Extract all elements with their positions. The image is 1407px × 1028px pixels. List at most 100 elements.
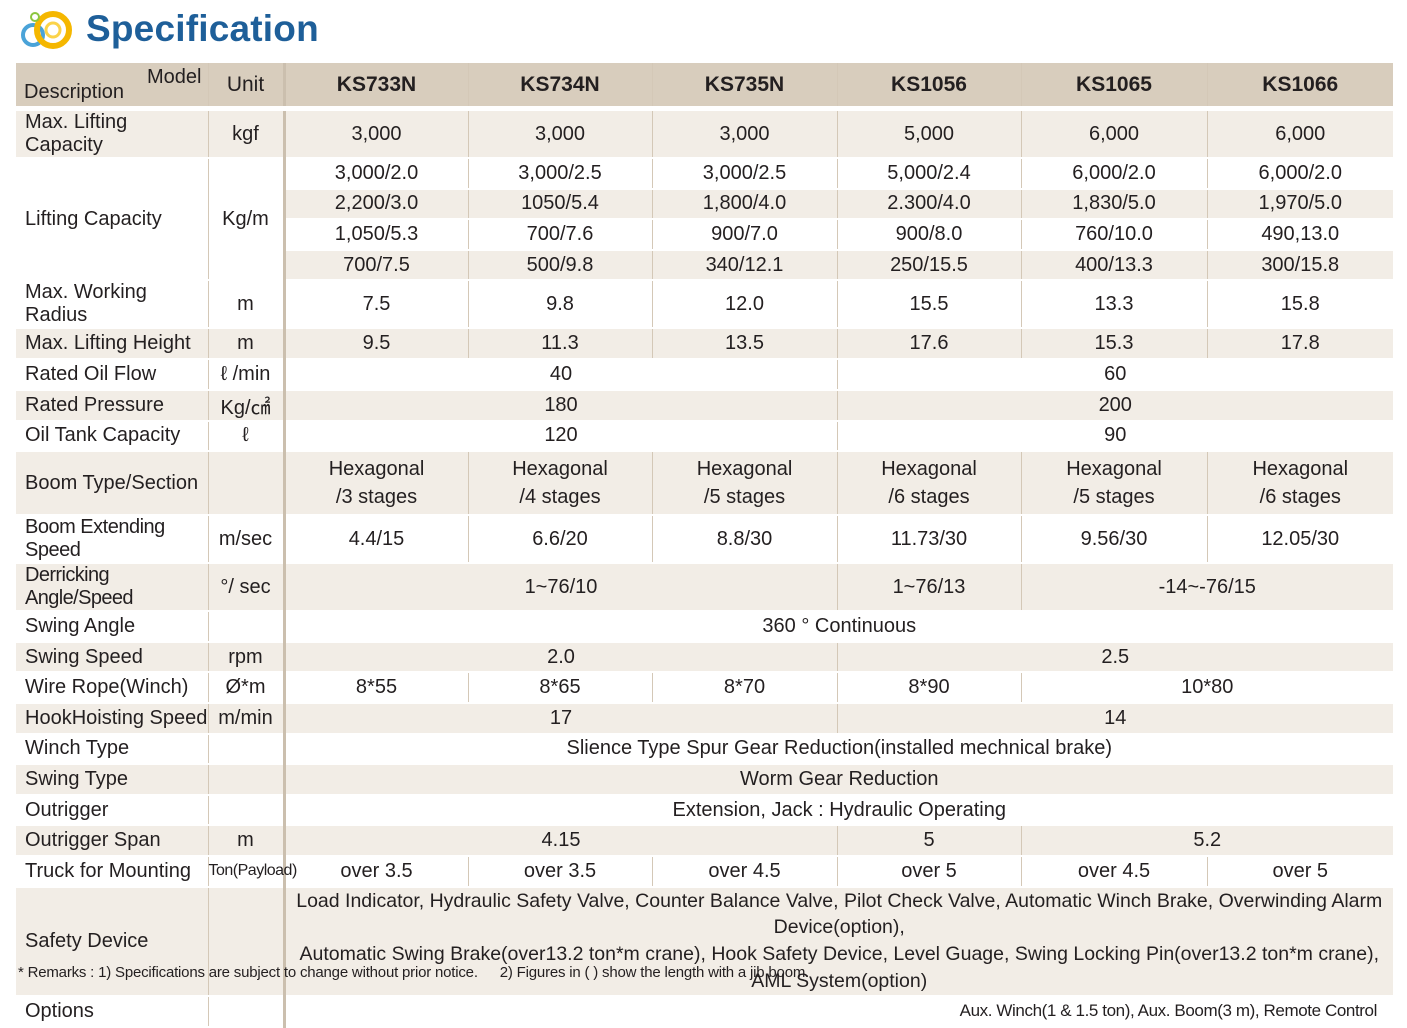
row-label: Boom Type/Section	[16, 451, 209, 517]
table-cell: Hexagonal/5 stages	[1021, 451, 1208, 517]
table-row: Swing Angle 360 ° Continuous	[16, 611, 1393, 643]
table-cell: 6,000	[1021, 108, 1208, 159]
table-cell: 17.6	[837, 328, 1022, 360]
row-label: Rated Oil Flow	[16, 358, 209, 391]
model-label: Model	[147, 66, 202, 88]
row-unit: °/ sec	[208, 563, 286, 613]
row-unit	[208, 794, 286, 827]
table-cell: -14~-76/15	[1021, 563, 1393, 613]
row-unit: rpm	[208, 641, 286, 674]
table-cell: 11.3	[468, 328, 653, 360]
table-cell: Hexagonal/6 stages	[837, 451, 1022, 517]
table-cell: 8.8/30	[652, 515, 838, 565]
table-cell: 11.73/30	[837, 515, 1022, 565]
table-cell: 13.3	[1021, 280, 1208, 330]
cell-line: /3 stages	[335, 486, 418, 509]
table-cell: 3,000	[284, 108, 469, 159]
table-cell: 2.300/4.0	[837, 188, 1022, 221]
table-row: Outrigger Span m 4.15 5 5.2	[16, 825, 1393, 857]
row-label: Truck for Mounting	[16, 855, 209, 888]
row-label: Boom Extending Speed	[16, 515, 209, 565]
table-cell: over 3.5	[468, 855, 653, 888]
row-label: Max. Lifting Capacity	[16, 108, 209, 159]
table-row: Rated Pressure Kg/㎠ 180 200	[16, 389, 1393, 422]
table-cell: 90	[837, 420, 1393, 453]
table-cell: 8*70	[652, 672, 838, 704]
row-label: Max. Working Radius	[16, 280, 209, 330]
row-unit	[208, 996, 286, 1028]
model-header: KS735N	[652, 63, 838, 111]
cell-line: Hexagonal	[512, 458, 608, 481]
row-label: Outrigger	[16, 794, 209, 827]
table-cell: Aux. Winch(1 & 1.5 ton), Aux. Boom(3 m),…	[284, 996, 1393, 1028]
table-cell: 15.3	[1021, 328, 1208, 360]
table-cell: 3,000	[652, 108, 838, 159]
table-cell: 1,830/5.0	[1021, 188, 1208, 221]
table-cell: Hexagonal/4 stages	[468, 451, 653, 517]
table-cell: Load Indicator, Hydraulic Safety Valve, …	[284, 886, 1393, 998]
header-description-cell: Model Description	[16, 63, 209, 111]
table-cell: 12.0	[652, 280, 838, 330]
cell-line: Load Indicator, Hydraulic Safety Valve, …	[296, 889, 1383, 939]
row-label: Swing Angle	[16, 611, 209, 643]
table-cell: 1,970/5.0	[1207, 188, 1393, 221]
table-cell: 17	[284, 702, 838, 735]
table-cell: Hexagonal/6 stages	[1207, 451, 1393, 517]
table-cell: 400/13.3	[1021, 249, 1208, 282]
table-cell: Hexagonal/5 stages	[652, 451, 838, 517]
table-row: Rated Oil Flow ℓ /min 40 60	[16, 358, 1393, 391]
table-cell: 4.15	[284, 825, 838, 857]
table-cell: 8*90	[837, 672, 1022, 704]
table-cell: 17.8	[1207, 328, 1393, 360]
row-unit: m	[208, 280, 286, 330]
table-cell: 15.5	[837, 280, 1022, 330]
table-cell: 7.5	[284, 280, 469, 330]
row-unit	[208, 764, 286, 796]
cell-line: /6 stages	[1259, 486, 1341, 509]
row-unit	[208, 733, 286, 766]
table-row: Max. Working Radius m 7.5 9.8 12.0 15.5 …	[16, 280, 1393, 330]
table-cell: 1~76/13	[837, 563, 1022, 613]
table-cell: 8*55	[284, 672, 469, 704]
row-unit: Ton(Payload)	[208, 855, 297, 888]
row-unit: Kg/m	[208, 158, 286, 282]
row-label: Swing Speed	[16, 641, 209, 674]
table-cell: 760/10.0	[1021, 219, 1208, 251]
table-cell: 200	[837, 389, 1393, 422]
cell-line: /5 stages	[1073, 486, 1155, 509]
table-cell: 15.8	[1207, 280, 1393, 330]
table-cell: 9.8	[468, 280, 653, 330]
cell-line: Hexagonal	[881, 458, 977, 481]
row-label: Wire Rope(Winch)	[16, 672, 209, 704]
table-cell: 340/12.1	[652, 249, 838, 282]
row-label: Outrigger Span	[16, 825, 209, 857]
remarks: * Remarks : 1) Specifications are subjec…	[18, 964, 827, 981]
row-unit: ℓ /min	[208, 358, 286, 391]
table-row: Max. Lifting Capacity kgf 3,000 3,000 3,…	[16, 108, 1393, 159]
table-row: Safety Device Load Indicator, Hydraulic …	[16, 886, 1393, 998]
table-row: Boom Extending Speed m/sec 4.4/15 6.6/20…	[16, 515, 1393, 565]
row-unit: Ø*m	[208, 672, 286, 704]
table-cell: 5,000/2.4	[837, 158, 1022, 190]
table-row: Swing Type Worm Gear Reduction	[16, 764, 1393, 796]
table-cell: Extension, Jack : Hydraulic Operating	[284, 794, 1393, 827]
cell-line: Hexagonal	[328, 458, 425, 481]
cell-line: Hexagonal	[1252, 458, 1349, 481]
table-row: Truck for Mounting Ton(Payload) over 3.5…	[16, 855, 1393, 888]
title-row: Specification	[20, 6, 319, 52]
table-cell: 5	[837, 825, 1022, 857]
model-header: KS1066	[1207, 63, 1393, 111]
table-cell: 60	[837, 358, 1393, 391]
table-row: Wire Rope(Winch) Ø*m 8*55 8*65 8*70 8*90…	[16, 672, 1393, 704]
model-header: KS734N	[468, 63, 653, 111]
table-row: HookHoisting Speed m/min 17 14	[16, 702, 1393, 735]
spec-table-wrapper: Model Description Unit KS733N KS734N KS7…	[16, 63, 1393, 1028]
table-cell: 2,200/3.0	[284, 188, 469, 221]
table-cell: Worm Gear Reduction	[284, 764, 1393, 796]
table-row: 1,050/5.3 700/7.6 900/7.0 900/8.0 760/10…	[16, 219, 1393, 251]
table-row: Boom Type/Section Hexagonal/3 stages Hex…	[16, 451, 1393, 517]
table-cell: 2.5	[837, 641, 1393, 674]
remark-note: * Remarks : 1) Specifications are subjec…	[18, 964, 478, 981]
table-cell: 1~76/10	[284, 563, 838, 613]
table-cell: Slience Type Spur Gear Reduction(install…	[284, 733, 1393, 766]
